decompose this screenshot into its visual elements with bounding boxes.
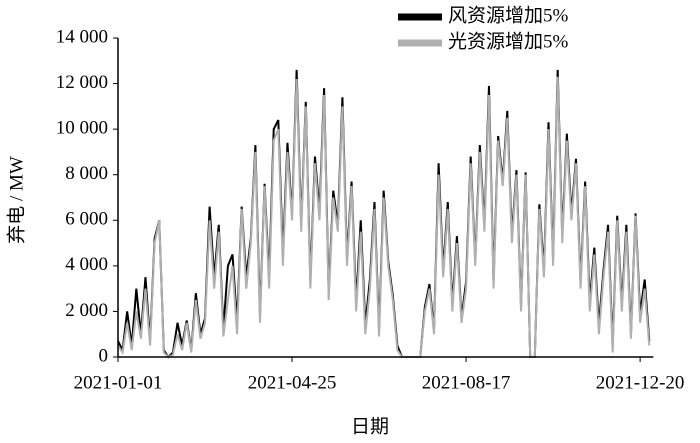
x-tick-label: 2021-08-17 xyxy=(422,372,511,393)
legend-label: 风资源增加5% xyxy=(448,4,569,26)
x-axis-label: 日期 xyxy=(351,415,389,437)
y-tick-label: 12 000 xyxy=(56,72,108,93)
y-tick-label: 4 000 xyxy=(65,254,108,275)
y-tick-label: 10 000 xyxy=(56,118,108,139)
y-tick-label: 6 000 xyxy=(65,209,108,230)
legend-label: 光资源增加5% xyxy=(448,30,569,52)
y-tick-label: 8 000 xyxy=(65,163,108,184)
x-tick-label: 2021-12-20 xyxy=(596,372,685,393)
x-tick-label: 2021-04-25 xyxy=(248,372,337,393)
series-line xyxy=(117,76,651,359)
y-tick-label: 2 000 xyxy=(65,300,108,321)
y-tick-label: 0 xyxy=(99,345,109,366)
y-axis-label: 弃电 / MW xyxy=(5,156,27,244)
x-tick-label: 2021-01-01 xyxy=(74,372,163,393)
y-tick-label: 14 000 xyxy=(56,26,108,47)
